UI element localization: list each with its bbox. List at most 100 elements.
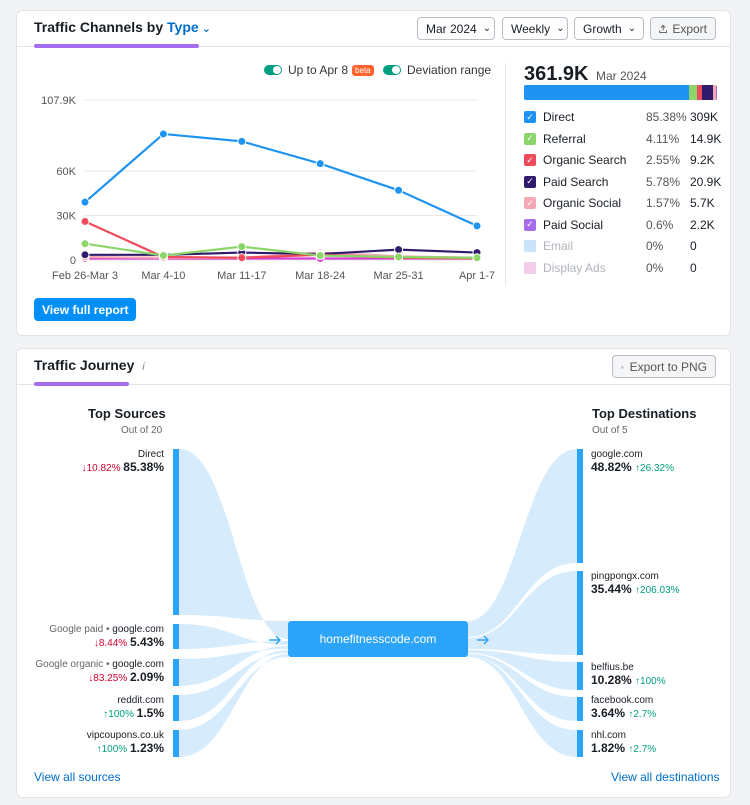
channel-row[interactable]: Email 0% 0 xyxy=(524,236,697,256)
export-icon xyxy=(621,365,624,368)
data-point[interactable] xyxy=(394,245,404,255)
destination-item[interactable]: belfius.be 10.28% ↑100% xyxy=(591,662,666,687)
data-point[interactable] xyxy=(315,251,325,261)
export-button[interactable]: Export xyxy=(650,17,716,40)
view-all-destinations-link[interactable]: View all destinations xyxy=(611,770,720,784)
destination-change: ↑26.32% xyxy=(635,463,674,474)
destination-node xyxy=(577,662,583,690)
channel-row[interactable]: ✓ Paid Search 5.78% 20.9K xyxy=(524,172,721,192)
source-share: ↑100% 1.23% xyxy=(87,741,164,755)
destination-domain: pingpongx.com xyxy=(591,571,659,582)
export-png-button[interactable]: Export to PNG xyxy=(612,355,716,378)
source-percent: 1.5% xyxy=(136,706,164,720)
export-label: Export xyxy=(672,21,707,36)
source-percent: 2.09% xyxy=(129,670,164,684)
flow-google-paid xyxy=(179,624,288,649)
channel-row[interactable]: Display Ads 0% 0 xyxy=(524,258,697,278)
data-point[interactable] xyxy=(158,251,168,261)
destination-item[interactable]: pingpongx.com 35.44% ↑206.03% xyxy=(591,571,680,596)
flow-to-belfius xyxy=(468,650,577,690)
source-item[interactable]: Google organic • google.com ↓83.25% 2.09% xyxy=(35,659,164,684)
checkbox[interactable] xyxy=(524,240,536,252)
destination-item[interactable]: google.com 48.82% ↑26.32% xyxy=(591,449,674,474)
series-line xyxy=(84,242,478,259)
source-name: vipcoupons.co.uk xyxy=(87,730,164,741)
view-full-report-button[interactable]: View full report xyxy=(34,298,137,321)
series-line xyxy=(84,132,478,227)
checkbox[interactable]: ✓ xyxy=(524,218,536,231)
share-segment xyxy=(696,85,702,100)
chevron-down-icon[interactable]: ⌄ xyxy=(201,23,211,35)
metric-select[interactable]: Growth ⌄ xyxy=(574,17,644,40)
flow-google-organic xyxy=(179,646,288,686)
checkbox[interactable] xyxy=(524,261,536,274)
title-prefix: Traffic Channels by xyxy=(34,19,164,35)
traffic-channels-title[interactable]: Traffic Channels by Type ⌄ xyxy=(34,19,211,35)
channel-percent: 0.6% xyxy=(646,217,674,232)
data-point[interactable] xyxy=(80,250,90,260)
source-name: reddit.com xyxy=(103,695,164,706)
data-point[interactable] xyxy=(158,129,168,139)
checkbox[interactable]: ✓ xyxy=(524,175,536,188)
info-icon[interactable]: i xyxy=(142,361,145,373)
channel-value: 9.2K xyxy=(690,153,715,167)
checkbox[interactable]: ✓ xyxy=(524,132,536,145)
channel-value: 0 xyxy=(690,260,697,275)
data-point[interactable] xyxy=(315,159,325,169)
channel-name: Referral xyxy=(543,131,586,146)
interval-select[interactable]: Weekly ⌄ xyxy=(502,17,568,40)
data-point[interactable] xyxy=(80,239,90,249)
source-item[interactable]: Google paid • google.com ↓8.44% 5.43% xyxy=(49,624,164,649)
destination-share: 1.82% ↑2.7% xyxy=(591,741,656,755)
total-traffic: 361.9K Mar 2024 xyxy=(524,63,647,86)
channel-row[interactable]: ✓ Paid Social 0.6% 2.2K xyxy=(524,215,715,235)
source-domain: google.com xyxy=(112,659,164,670)
type-selector[interactable]: Type xyxy=(167,19,199,35)
data-point[interactable] xyxy=(394,252,404,262)
export-png-label: Export to PNG xyxy=(629,359,707,374)
y-tick-label: 107.9K xyxy=(41,95,77,107)
month-select[interactable]: Mar 2024 ⌄ xyxy=(417,17,495,40)
toggle-icon[interactable] xyxy=(383,65,401,75)
view-all-sources-link[interactable]: View all sources xyxy=(34,770,121,784)
destination-item[interactable]: nhl.com 1.82% ↑2.7% xyxy=(591,730,656,755)
data-point[interactable] xyxy=(80,216,90,226)
checkbox[interactable]: ✓ xyxy=(524,111,536,123)
destination-share: 48.82% ↑26.32% xyxy=(591,460,674,474)
flow-vipcoupons xyxy=(179,654,288,757)
traffic-line-chart[interactable]: 107.9K 60K 30K 0 Feb 26-Mar 3 Mar 4-10 Mar 11-… xyxy=(17,75,497,295)
source-domain: vipcoupons.co.uk xyxy=(86,730,164,741)
data-point[interactable] xyxy=(394,185,404,195)
source-change: ↓10.82% xyxy=(81,463,124,474)
traffic-journey-title: Traffic Journey i xyxy=(34,357,145,373)
channel-row[interactable]: ✓ Organic Search 2.55% 9.2K xyxy=(524,150,715,170)
channel-percent: 2.55% xyxy=(646,153,681,167)
data-point[interactable] xyxy=(472,253,482,263)
source-change: ↓8.44% xyxy=(93,638,130,649)
legend-up-to[interactable]: Up to Apr 8 beta xyxy=(264,63,374,77)
source-change: ↓83.25% xyxy=(88,673,130,684)
source-type: Google paid • xyxy=(49,624,113,635)
source-share: ↑100% 1.5% xyxy=(103,706,164,720)
channel-row[interactable]: ✓ Referral 4.11% 14.9K xyxy=(524,129,721,149)
channel-row[interactable]: ✓ Organic Social 1.57% 5.7K xyxy=(524,193,715,213)
source-item[interactable]: vipcoupons.co.uk ↑100% 1.23% xyxy=(87,730,164,755)
source-item[interactable]: reddit.com ↑100% 1.5% xyxy=(103,695,164,720)
data-point[interactable] xyxy=(237,253,247,263)
legend-deviation[interactable]: Deviation range xyxy=(383,63,491,77)
channel-row[interactable]: ✓ Direct 85.38% 309K xyxy=(524,107,718,127)
toggle-icon[interactable] xyxy=(264,65,282,75)
top-destinations-subtitle: Out of 5 xyxy=(592,425,628,436)
share-segment xyxy=(715,85,717,100)
data-point[interactable] xyxy=(80,197,90,207)
source-item[interactable]: Direct ↓10.82% 85.38% xyxy=(82,449,164,474)
destination-change: ↑2.7% xyxy=(628,744,657,755)
checkbox[interactable]: ✓ xyxy=(524,154,536,166)
destination-item[interactable]: facebook.com 3.64% ↑2.7% xyxy=(591,695,656,720)
data-point[interactable] xyxy=(237,242,247,252)
chevron-down-icon: ⌄ xyxy=(556,23,565,34)
data-point[interactable] xyxy=(237,136,247,146)
center-domain-node[interactable]: homefitnesscode.com xyxy=(288,621,468,657)
checkbox[interactable]: ✓ xyxy=(524,197,536,209)
data-point[interactable] xyxy=(472,221,482,231)
